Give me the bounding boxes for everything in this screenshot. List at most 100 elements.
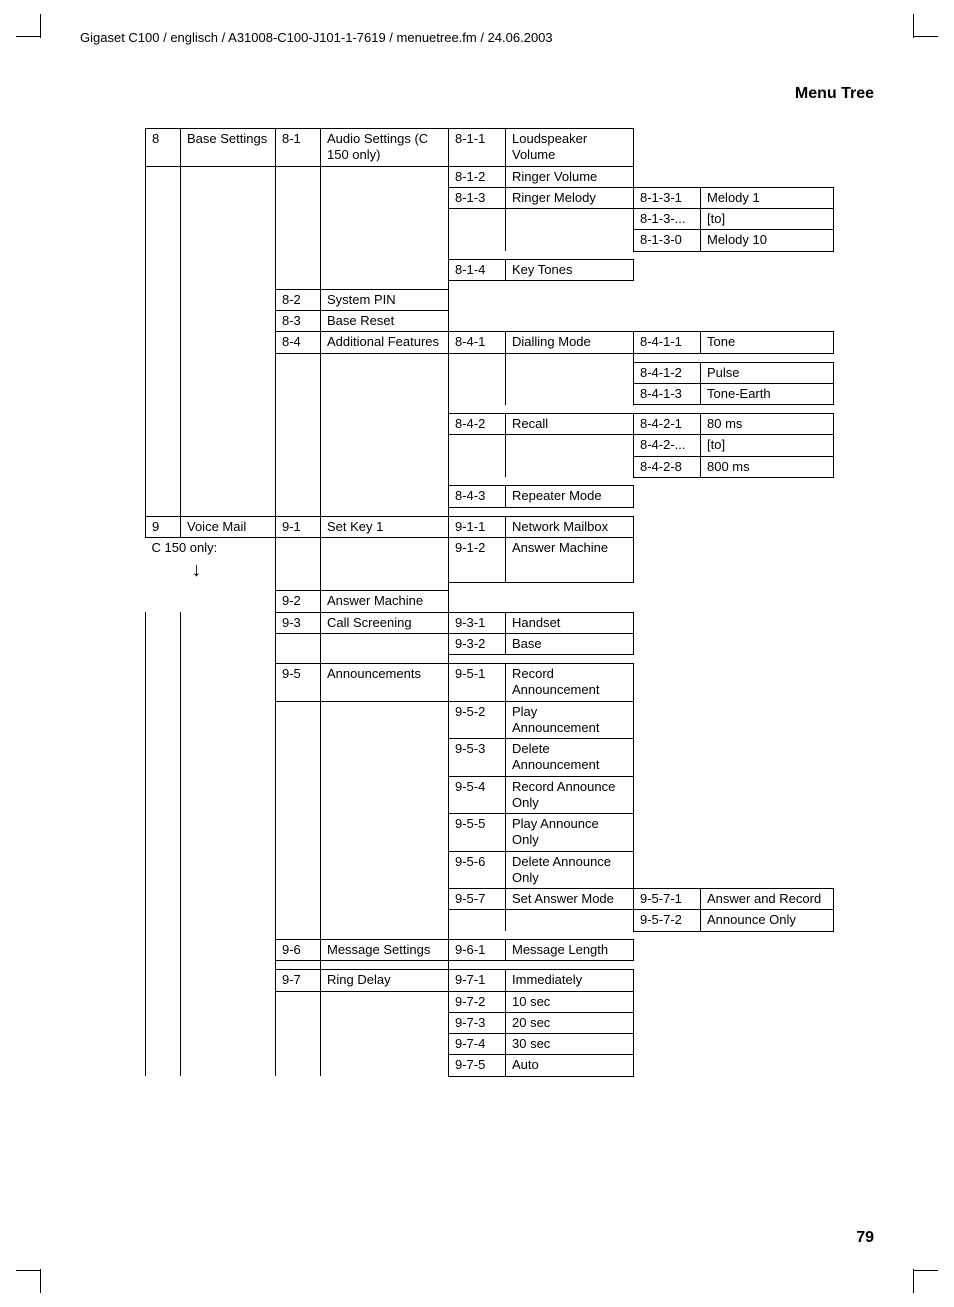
level1-text: [181, 456, 276, 477]
level4-text: [701, 612, 834, 633]
table-row: 8-4-2-...[to]: [146, 435, 834, 456]
level2-text: [321, 1034, 449, 1055]
level1-num: 8: [146, 129, 181, 167]
spacer: [634, 477, 701, 486]
level1-num: [146, 991, 181, 1012]
spacer: [449, 655, 506, 664]
level2-num: [276, 991, 321, 1012]
level1-text: [181, 664, 276, 702]
level1-text: [181, 701, 276, 739]
level1-num: [146, 311, 181, 332]
table-row: 8-4-2-8800 ms: [146, 456, 834, 477]
spacer: [701, 251, 834, 260]
spacer: [276, 251, 321, 260]
level2-num: [276, 414, 321, 435]
spacer: [276, 507, 321, 516]
level1-num: [146, 362, 181, 383]
level4-text: [701, 701, 834, 739]
level3-num: 8-4-2: [449, 414, 506, 435]
level3-num: [449, 591, 506, 612]
table-row: 9-5-7-2Announce Only: [146, 910, 834, 931]
level1-text: [181, 851, 276, 889]
level3-text: Handset: [506, 612, 634, 633]
spacer: [449, 353, 506, 362]
level4-num: [634, 1034, 701, 1055]
level2-num: [276, 1012, 321, 1033]
level2-text: [321, 435, 449, 456]
level3-num: 9-7-2: [449, 991, 506, 1012]
spacer: [634, 931, 701, 940]
spacer: [146, 405, 181, 414]
spacer: [181, 582, 276, 591]
level3-num: 9-7-4: [449, 1034, 506, 1055]
level1-text: [181, 889, 276, 910]
level3-text: Loudspeaker Volume: [506, 129, 634, 167]
spacer: [701, 353, 834, 362]
table-row: [146, 477, 834, 486]
page-title: Menu Tree: [60, 85, 874, 103]
level1-text: [181, 910, 276, 931]
level3-num: 9-3-2: [449, 633, 506, 654]
spacer: [321, 405, 449, 414]
level3-num: 9-7-3: [449, 1012, 506, 1033]
level2-num: [276, 383, 321, 404]
down-arrow-icon: ↓: [192, 560, 202, 580]
table-row: 9-7-430 sec: [146, 1034, 834, 1055]
level4-text: Pulse: [701, 362, 834, 383]
spacer: [634, 281, 701, 290]
level4-text: [to]: [701, 209, 834, 230]
level2-text: [321, 701, 449, 739]
spacer: [506, 281, 634, 290]
spacer: [701, 582, 834, 591]
crop-mark: [40, 14, 41, 38]
level4-text: [701, 591, 834, 612]
table-row: 9-5-3Delete Announcement: [146, 739, 834, 777]
level4-num: [634, 940, 701, 961]
spacer: [321, 477, 449, 486]
level1-num: [146, 456, 181, 477]
level4-text: [701, 851, 834, 889]
level2-text: Answer Machine: [321, 591, 449, 612]
level2-text: [321, 486, 449, 507]
spacer: [181, 961, 276, 970]
level1-text: [181, 289, 276, 310]
header-path: Gigaset C100 / englisch / A31008-C100-J1…: [80, 30, 894, 45]
level3-num: 9-5-5: [449, 814, 506, 852]
level3-text: Message Length: [506, 940, 634, 961]
level2-text: Message Settings: [321, 940, 449, 961]
spacer: [634, 961, 701, 970]
level1-text: [181, 260, 276, 281]
level3-num: 9-5-7: [449, 889, 506, 910]
level2-num: [276, 209, 321, 230]
level2-text: [321, 1012, 449, 1033]
level4-num: [634, 129, 701, 167]
level1-text: [181, 166, 276, 187]
level2-num: [276, 910, 321, 931]
level1-num: [146, 209, 181, 230]
level3-text: Delete Announce Only: [506, 851, 634, 889]
level2-num: [276, 776, 321, 814]
crop-mark: [914, 1270, 938, 1271]
spacer: [506, 477, 634, 486]
spacer: [634, 251, 701, 260]
spacer: [701, 281, 834, 290]
crop-mark: [913, 1269, 914, 1293]
spacer: [701, 477, 834, 486]
level2-num: [276, 1034, 321, 1055]
level2-text: [321, 1055, 449, 1076]
table-row: 9-6Message Settings9-6-1Message Length: [146, 940, 834, 961]
level2-num: [276, 456, 321, 477]
level2-text: Ring Delay: [321, 970, 449, 991]
level1-text: [181, 383, 276, 404]
level1-text: Base Settings: [181, 129, 276, 167]
level4-text: [701, 516, 834, 537]
spacer: [506, 353, 634, 362]
spacer: [321, 353, 449, 362]
level3-text: Delete Announcement: [506, 739, 634, 777]
table-row: 9-7-5Auto: [146, 1055, 834, 1076]
level1-num: [146, 435, 181, 456]
level1-text: [181, 814, 276, 852]
level3-text: Network Mailbox: [506, 516, 634, 537]
spacer: [449, 961, 506, 970]
page: Gigaset C100 / englisch / A31008-C100-J1…: [0, 0, 954, 1307]
